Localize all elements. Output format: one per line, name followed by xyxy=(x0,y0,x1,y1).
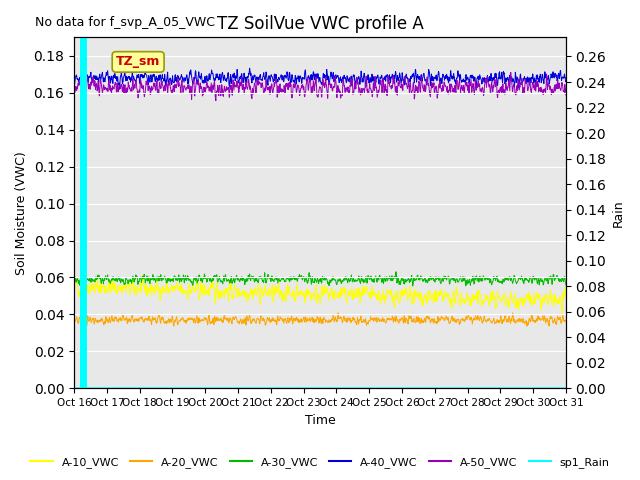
Title: TZ SoilVue VWC profile A: TZ SoilVue VWC profile A xyxy=(216,15,424,33)
Text: TZ_sm: TZ_sm xyxy=(116,55,161,69)
Legend: A-10_VWC, A-20_VWC, A-30_VWC, A-40_VWC, A-50_VWC, sp1_Rain: A-10_VWC, A-20_VWC, A-30_VWC, A-40_VWC, … xyxy=(26,452,614,472)
Y-axis label: Rain: Rain xyxy=(612,199,625,227)
X-axis label: Time: Time xyxy=(305,414,335,427)
Y-axis label: Soil Moisture (VWC): Soil Moisture (VWC) xyxy=(15,151,28,275)
Text: No data for f_svp_A_05_VWC: No data for f_svp_A_05_VWC xyxy=(35,16,215,29)
